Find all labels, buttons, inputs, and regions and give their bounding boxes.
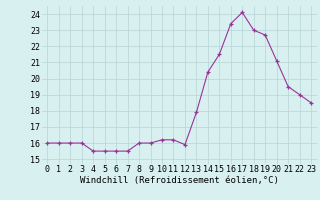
X-axis label: Windchill (Refroidissement éolien,°C): Windchill (Refroidissement éolien,°C) [80,176,279,185]
